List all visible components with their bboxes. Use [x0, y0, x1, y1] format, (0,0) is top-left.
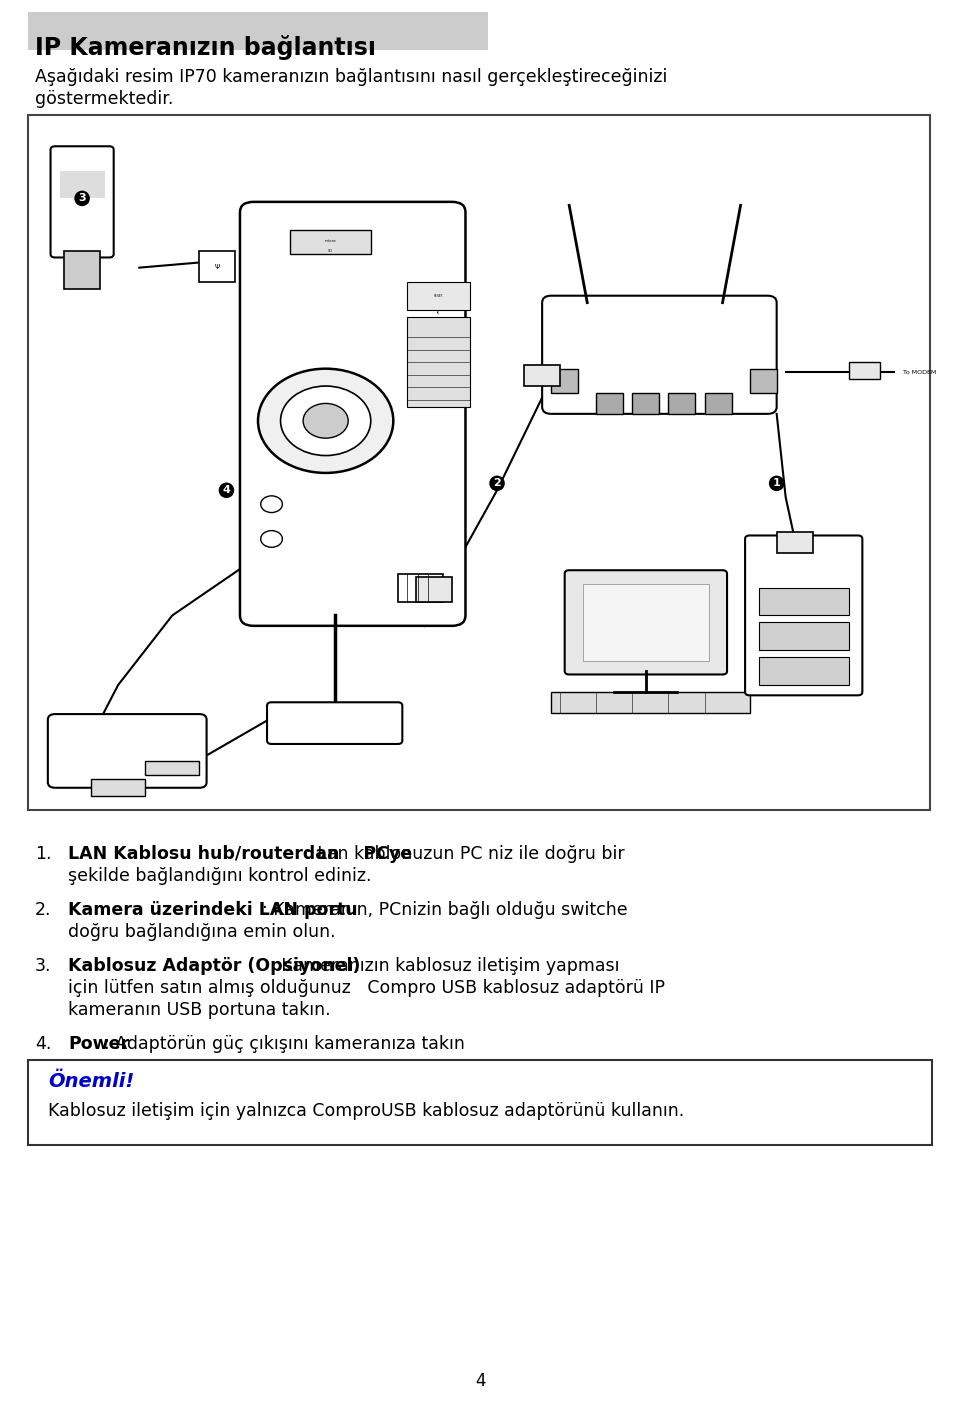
- Bar: [200, 251, 235, 282]
- Text: Önemli!: Önemli!: [48, 1072, 134, 1092]
- Bar: [758, 623, 849, 650]
- Bar: [750, 369, 777, 393]
- Text: micro: micro: [324, 240, 336, 244]
- Bar: [60, 170, 105, 199]
- Bar: [583, 585, 709, 661]
- Text: 1.: 1.: [35, 845, 52, 862]
- Text: 2: 2: [493, 478, 501, 489]
- Text: Kablosuz Adaptör (Opsiyonel): Kablosuz Adaptör (Opsiyonel): [68, 957, 360, 975]
- Text: IP Kameranızın bağlantısı: IP Kameranızın bağlantısı: [35, 35, 376, 61]
- Text: göstermektedir.: göstermektedir.: [35, 90, 174, 108]
- Bar: [551, 369, 578, 393]
- Text: 2.: 2.: [35, 902, 52, 919]
- Bar: [758, 588, 849, 616]
- Bar: [28, 116, 930, 810]
- Bar: [145, 761, 200, 775]
- FancyBboxPatch shape: [267, 702, 402, 744]
- Text: 1: 1: [773, 478, 780, 489]
- Circle shape: [261, 531, 282, 547]
- Bar: [633, 393, 660, 414]
- Text: 4.: 4.: [35, 1036, 52, 1054]
- Text: IN: IN: [437, 311, 440, 316]
- Bar: [407, 282, 470, 310]
- Text: 4: 4: [475, 1372, 485, 1391]
- Text: : Kameranızın kablosuz iletişim yapması: : Kameranızın kablosuz iletişim yapması: [270, 957, 619, 975]
- FancyBboxPatch shape: [240, 201, 466, 626]
- Circle shape: [303, 403, 348, 438]
- Text: Kamera üzerindeki LAN portu: Kamera üzerindeki LAN portu: [68, 902, 358, 919]
- Circle shape: [280, 386, 371, 455]
- Text: Power: Power: [68, 1036, 130, 1054]
- Bar: [28, 1061, 932, 1146]
- Text: 3: 3: [79, 193, 86, 203]
- Text: şekilde bağlandığını kontrol ediniz.: şekilde bağlandığını kontrol ediniz.: [68, 867, 372, 885]
- Text: RESET: RESET: [434, 293, 444, 297]
- Bar: [705, 393, 732, 414]
- Text: Aşağıdaki resim IP70 kameranızın bağlantısını nasıl gerçekleştireceğinizi: Aşağıdaki resim IP70 kameranızın bağlant…: [35, 68, 667, 86]
- Bar: [668, 393, 695, 414]
- Text: SD: SD: [327, 248, 333, 252]
- Bar: [777, 533, 813, 552]
- Bar: [849, 362, 880, 379]
- FancyBboxPatch shape: [745, 535, 862, 695]
- Bar: [397, 573, 443, 602]
- Text: 4: 4: [223, 485, 230, 496]
- FancyBboxPatch shape: [564, 571, 727, 675]
- Bar: [28, 13, 488, 49]
- Bar: [416, 578, 452, 602]
- Text: kameranın USB portuna takın.: kameranın USB portuna takın.: [68, 1002, 330, 1019]
- Circle shape: [258, 369, 394, 473]
- Text: Kablosuz iletişim için yalnızca ComproUSB kablosuz adaptörünü kullanın.: Kablosuz iletişim için yalnızca ComproUS…: [48, 1102, 684, 1120]
- Bar: [290, 230, 371, 254]
- Circle shape: [261, 496, 282, 513]
- Text: 3.: 3.: [35, 957, 52, 975]
- Bar: [758, 657, 849, 685]
- FancyBboxPatch shape: [48, 714, 206, 788]
- Bar: [596, 393, 623, 414]
- Text: : Kameranın, PCnizin bağlı olduğu switche: : Kameranın, PCnizin bağlı olduğu switch…: [262, 902, 628, 919]
- Bar: [407, 317, 470, 407]
- Text: doğru bağlandığına emin olun.: doğru bağlandığına emin olun.: [68, 923, 336, 941]
- Text: To MODEM: To MODEM: [903, 369, 936, 375]
- FancyBboxPatch shape: [51, 147, 113, 258]
- Bar: [524, 365, 561, 386]
- Text: için lütfen satın almış olduğunuz   Compro USB kablosuz adaptörü IP: için lütfen satın almış olduğunuz Compro…: [68, 979, 665, 998]
- Bar: [64, 251, 100, 289]
- Text: : Lan kablonuzun PC niz ile doğru bir: : Lan kablonuzun PC niz ile doğru bir: [305, 845, 624, 862]
- Text: Ψ: Ψ: [215, 263, 220, 269]
- Text: LAN Kablosu hub/routerdan    PCye: LAN Kablosu hub/routerdan PCye: [68, 845, 412, 862]
- Text: : Adaptörün güç çıkışını kameranıza takın: : Adaptörün güç çıkışını kameranıza takı…: [104, 1036, 465, 1054]
- Bar: [91, 779, 145, 796]
- FancyBboxPatch shape: [542, 296, 777, 414]
- Bar: [551, 692, 750, 713]
